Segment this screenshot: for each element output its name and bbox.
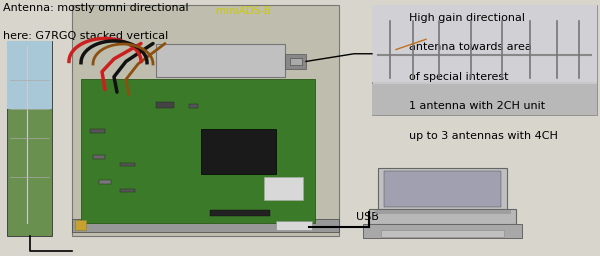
- Text: of special interest: of special interest: [409, 72, 509, 82]
- Bar: [210, 210, 270, 216]
- Bar: [285, 54, 306, 69]
- Bar: [156, 44, 285, 77]
- Bar: [72, 219, 339, 232]
- Bar: [81, 79, 315, 223]
- Bar: [75, 220, 86, 230]
- Bar: [7, 41, 52, 236]
- Bar: [372, 5, 597, 82]
- Bar: [90, 129, 105, 133]
- Bar: [99, 180, 111, 184]
- Text: Mode-S Beast: Mode-S Beast: [156, 69, 233, 79]
- Bar: [93, 155, 105, 159]
- Bar: [290, 58, 302, 65]
- Text: 1 antenna with 2CH unit: 1 antenna with 2CH unit: [409, 101, 545, 111]
- Bar: [378, 168, 507, 210]
- Bar: [381, 230, 504, 237]
- Bar: [120, 189, 135, 192]
- Bar: [72, 5, 339, 236]
- Bar: [7, 41, 52, 109]
- Bar: [120, 163, 135, 166]
- Bar: [369, 209, 516, 224]
- Text: here: G7RGQ stacked vertical: here: G7RGQ stacked vertical: [3, 31, 168, 41]
- Bar: [264, 177, 303, 200]
- Text: USB: USB: [356, 212, 379, 222]
- Bar: [384, 171, 501, 207]
- Text: High gain directional: High gain directional: [409, 13, 525, 23]
- Bar: [372, 5, 597, 115]
- Bar: [372, 84, 597, 115]
- Bar: [276, 221, 312, 230]
- Bar: [363, 224, 522, 238]
- Text: antenna towards area: antenna towards area: [409, 42, 532, 52]
- Text: Antenna: mostly omni directional: Antenna: mostly omni directional: [3, 3, 188, 13]
- Bar: [189, 104, 198, 108]
- Bar: [201, 129, 276, 174]
- Text: up to 3 antennas with 4CH: up to 3 antennas with 4CH: [409, 131, 558, 141]
- Text: miniADS-B: miniADS-B: [216, 6, 271, 16]
- Bar: [156, 102, 174, 108]
